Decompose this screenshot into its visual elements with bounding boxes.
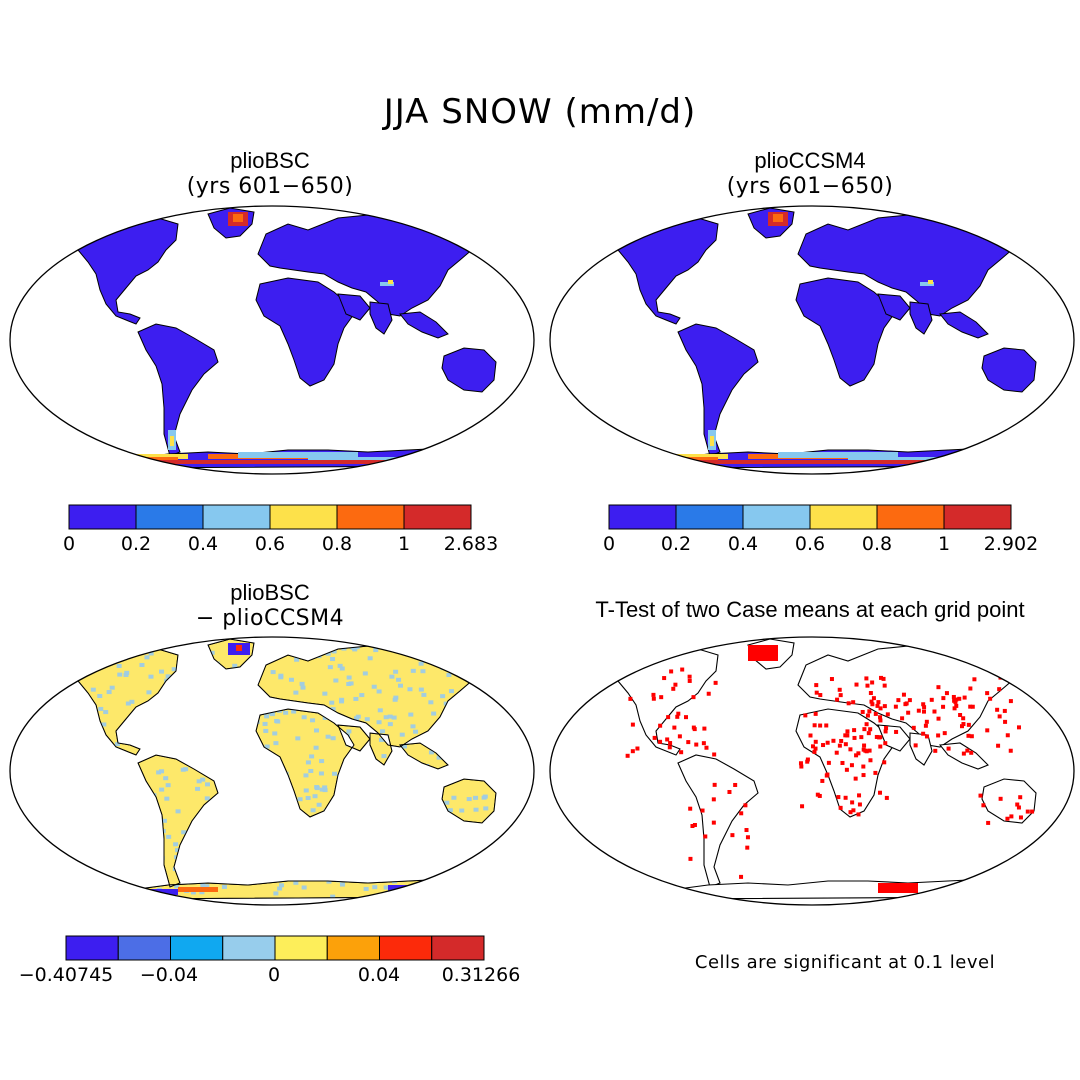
cb3-swatch xyxy=(65,935,119,961)
cb1-label: 1 xyxy=(397,533,411,555)
landmass-eurasia xyxy=(797,213,1015,317)
cb1-swatch xyxy=(135,504,204,530)
cb3-swatch xyxy=(222,935,276,961)
cb2-swatch xyxy=(608,504,677,530)
panel3-title: plioBSC xyxy=(230,580,310,605)
landmass-australia xyxy=(981,347,1037,393)
cb1-label: 0.4 xyxy=(187,533,219,555)
cb2-swatch xyxy=(675,504,744,530)
tibet-snow xyxy=(920,282,934,286)
cb3-swatch xyxy=(326,935,380,961)
map-frame xyxy=(549,205,1075,475)
landmass-samerica xyxy=(137,323,219,457)
map-ttest xyxy=(549,636,1075,906)
cb1-label: 0.2 xyxy=(120,533,152,555)
landmass-africa xyxy=(795,277,895,387)
map-pliobsc xyxy=(9,205,535,475)
cb2-label: 1 xyxy=(937,533,951,555)
cb3-swatch xyxy=(379,935,433,961)
cb2-label: 0.8 xyxy=(861,533,893,555)
cb1-swatch xyxy=(403,504,472,530)
cb1-swatch xyxy=(336,504,405,530)
cb1-swatch xyxy=(68,504,137,530)
cb3-label: 0.04 xyxy=(357,964,401,986)
landmass-namerica xyxy=(609,648,719,756)
map-pliocccsm4 xyxy=(549,205,1075,475)
landmass-seasia xyxy=(939,311,989,339)
panel2-title: plioCCSM4 xyxy=(754,148,866,173)
landmass-africa xyxy=(255,277,355,387)
colorbar-pliocccsm4 xyxy=(608,504,1012,530)
significance-note: Cells are significant at 0.1 level xyxy=(694,952,996,973)
cb1-label: 2.683 xyxy=(443,533,499,555)
landmass-india xyxy=(369,301,393,335)
cb1-swatch xyxy=(269,504,338,530)
cb3-label: −0.40745 xyxy=(18,964,114,986)
landmass-eurasia xyxy=(257,213,475,317)
cb3-swatch xyxy=(170,935,224,961)
cb1-swatch xyxy=(202,504,271,530)
landmass-samerica xyxy=(677,754,759,888)
antarctica-snow xyxy=(648,447,1028,469)
landmass-samerica xyxy=(677,323,759,457)
panel2-subtitle: (yrs 601−650) xyxy=(726,174,894,199)
landmass-arabia xyxy=(877,293,911,321)
cb2-label: 0.6 xyxy=(794,533,826,555)
cb2-swatch xyxy=(943,504,1012,530)
map-frame xyxy=(549,636,1075,906)
panel3-subtitle: − plioCCSM4 xyxy=(195,606,345,631)
landmass-africa xyxy=(795,708,895,818)
panel1-subtitle: (yrs 601−650) xyxy=(186,174,354,199)
cb2-label: 0 xyxy=(602,533,616,555)
antarctica-snow xyxy=(108,447,488,469)
map-difference xyxy=(9,636,535,906)
colorbar-pliobsc xyxy=(68,504,472,530)
cb1-label: 0.6 xyxy=(254,533,286,555)
cb3-swatch xyxy=(431,935,485,961)
cb2-label: 2.902 xyxy=(983,533,1039,555)
cb2-swatch xyxy=(876,504,945,530)
landmass-arabia xyxy=(337,293,371,321)
significant-cells xyxy=(619,645,1035,902)
tibet-snow xyxy=(380,282,394,286)
cb3-swatch xyxy=(274,935,328,961)
cb2-label: 0.2 xyxy=(660,533,692,555)
map-frame xyxy=(9,205,535,475)
landmass-namerica xyxy=(69,217,179,325)
cb3-label: −0.04 xyxy=(139,964,199,986)
landmass-seasia xyxy=(938,742,989,770)
cb2-swatch xyxy=(809,504,878,530)
cb1-label: 0.8 xyxy=(321,533,353,555)
landmass-australia xyxy=(981,778,1037,824)
panel4-title: T-Test of two Case means at each grid po… xyxy=(595,597,1025,622)
colorbar-difference xyxy=(65,935,485,961)
cb2-label: 0.4 xyxy=(727,533,759,555)
landmass-india xyxy=(909,301,933,335)
cb3-label: 0 xyxy=(267,964,281,986)
panel1-title: plioBSC xyxy=(230,148,310,173)
landmass-australia xyxy=(441,347,497,393)
map-frame xyxy=(9,636,535,906)
cb2-swatch xyxy=(742,504,811,530)
landmass-antarctica xyxy=(651,878,1019,900)
figure-title: JJA SNOW (mm/d) xyxy=(383,92,697,132)
cb3-swatch xyxy=(117,935,171,961)
cb3-label: 0.31266 xyxy=(441,964,521,986)
landmass-seasia xyxy=(399,311,449,339)
cb1-label: 0 xyxy=(62,533,76,555)
landmass-namerica xyxy=(609,217,719,325)
